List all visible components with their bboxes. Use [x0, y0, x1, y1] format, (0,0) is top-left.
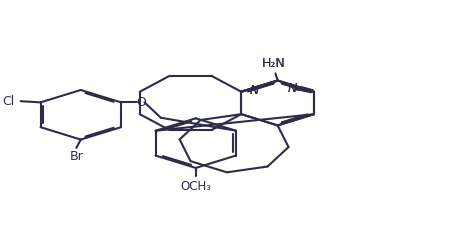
Text: OCH₃: OCH₃ — [180, 180, 211, 193]
Text: N: N — [287, 82, 296, 95]
Text: N: N — [249, 84, 258, 97]
Text: N: N — [287, 82, 296, 95]
Text: Cl: Cl — [2, 95, 14, 108]
Text: H₂N: H₂N — [261, 57, 284, 70]
Text: N: N — [249, 84, 258, 97]
Text: O: O — [136, 96, 146, 109]
Text: Br: Br — [69, 150, 83, 163]
Text: H₂N: H₂N — [261, 57, 284, 70]
